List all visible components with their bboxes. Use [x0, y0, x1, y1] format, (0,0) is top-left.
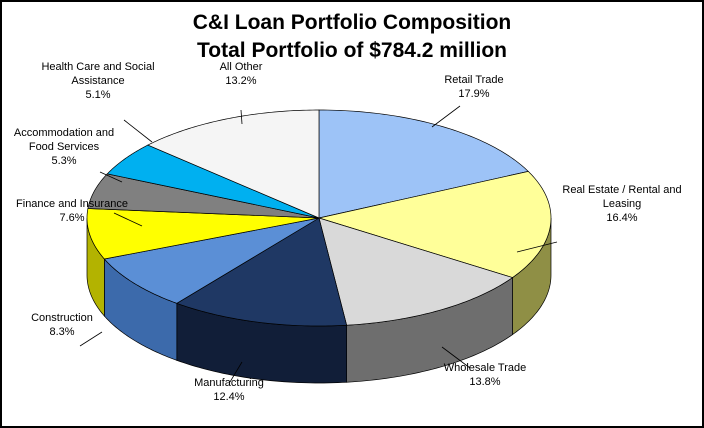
slice-label-1: Real Estate / Rental and Leasing 16.4% — [562, 184, 681, 224]
leader-line-3 — [229, 361, 243, 383]
leader-line-1 — [516, 241, 558, 253]
slice-label-2: Wholesale Trade 13.8% — [444, 362, 527, 388]
chart-subtitle: Total Portfolio of $784.2 million — [197, 39, 507, 62]
pie-slice-wholesale-trade — [318, 217, 514, 326]
slice-label-3: Manufacturing 12.4% — [194, 377, 264, 403]
slice-label-7: Health Care and Social Assistance 5.1% — [41, 61, 154, 101]
leader-line-8 — [240, 109, 243, 125]
chart-title: C&I Loan Portfolio Composition — [192, 11, 512, 34]
leader-line-2 — [441, 346, 471, 369]
pie-slice-retail-trade — [318, 109, 530, 219]
pie-side-walls — [86, 218, 552, 384]
pie-slice-accommodation-and-food-services — [87, 173, 320, 219]
leader-line-4 — [79, 331, 103, 347]
leader-line-0 — [431, 105, 461, 128]
slice-label-0: Retail Trade 17.9% — [444, 74, 503, 100]
slice-label-8: All Other 13.2% — [220, 61, 263, 87]
pie-slice-all-other — [147, 109, 320, 219]
pie-top-faces — [86, 109, 552, 327]
pie-slice-finance-and-insurance — [86, 208, 320, 260]
slice-label-4: Construction 8.3% — [31, 312, 93, 338]
slice-label-6: Accommodation and Food Services 5.3% — [14, 127, 114, 167]
slice-labels: Retail Trade 17.9% Real Estate / Rental an… — [14, 61, 682, 403]
pie-slice-manufacturing — [175, 217, 348, 327]
pie-slice-construction — [103, 217, 320, 304]
pie-slice-health-care-and-social-assistance — [106, 144, 320, 219]
leader-line-7 — [123, 119, 153, 143]
leader-line-6 — [99, 171, 123, 183]
slice-label-5: Finance and Insurance 7.6% — [16, 198, 128, 224]
leader-lines — [79, 105, 558, 383]
leader-line-5 — [113, 212, 143, 227]
pie-slice-real-estate-rental-and-leasing — [317, 171, 552, 278]
